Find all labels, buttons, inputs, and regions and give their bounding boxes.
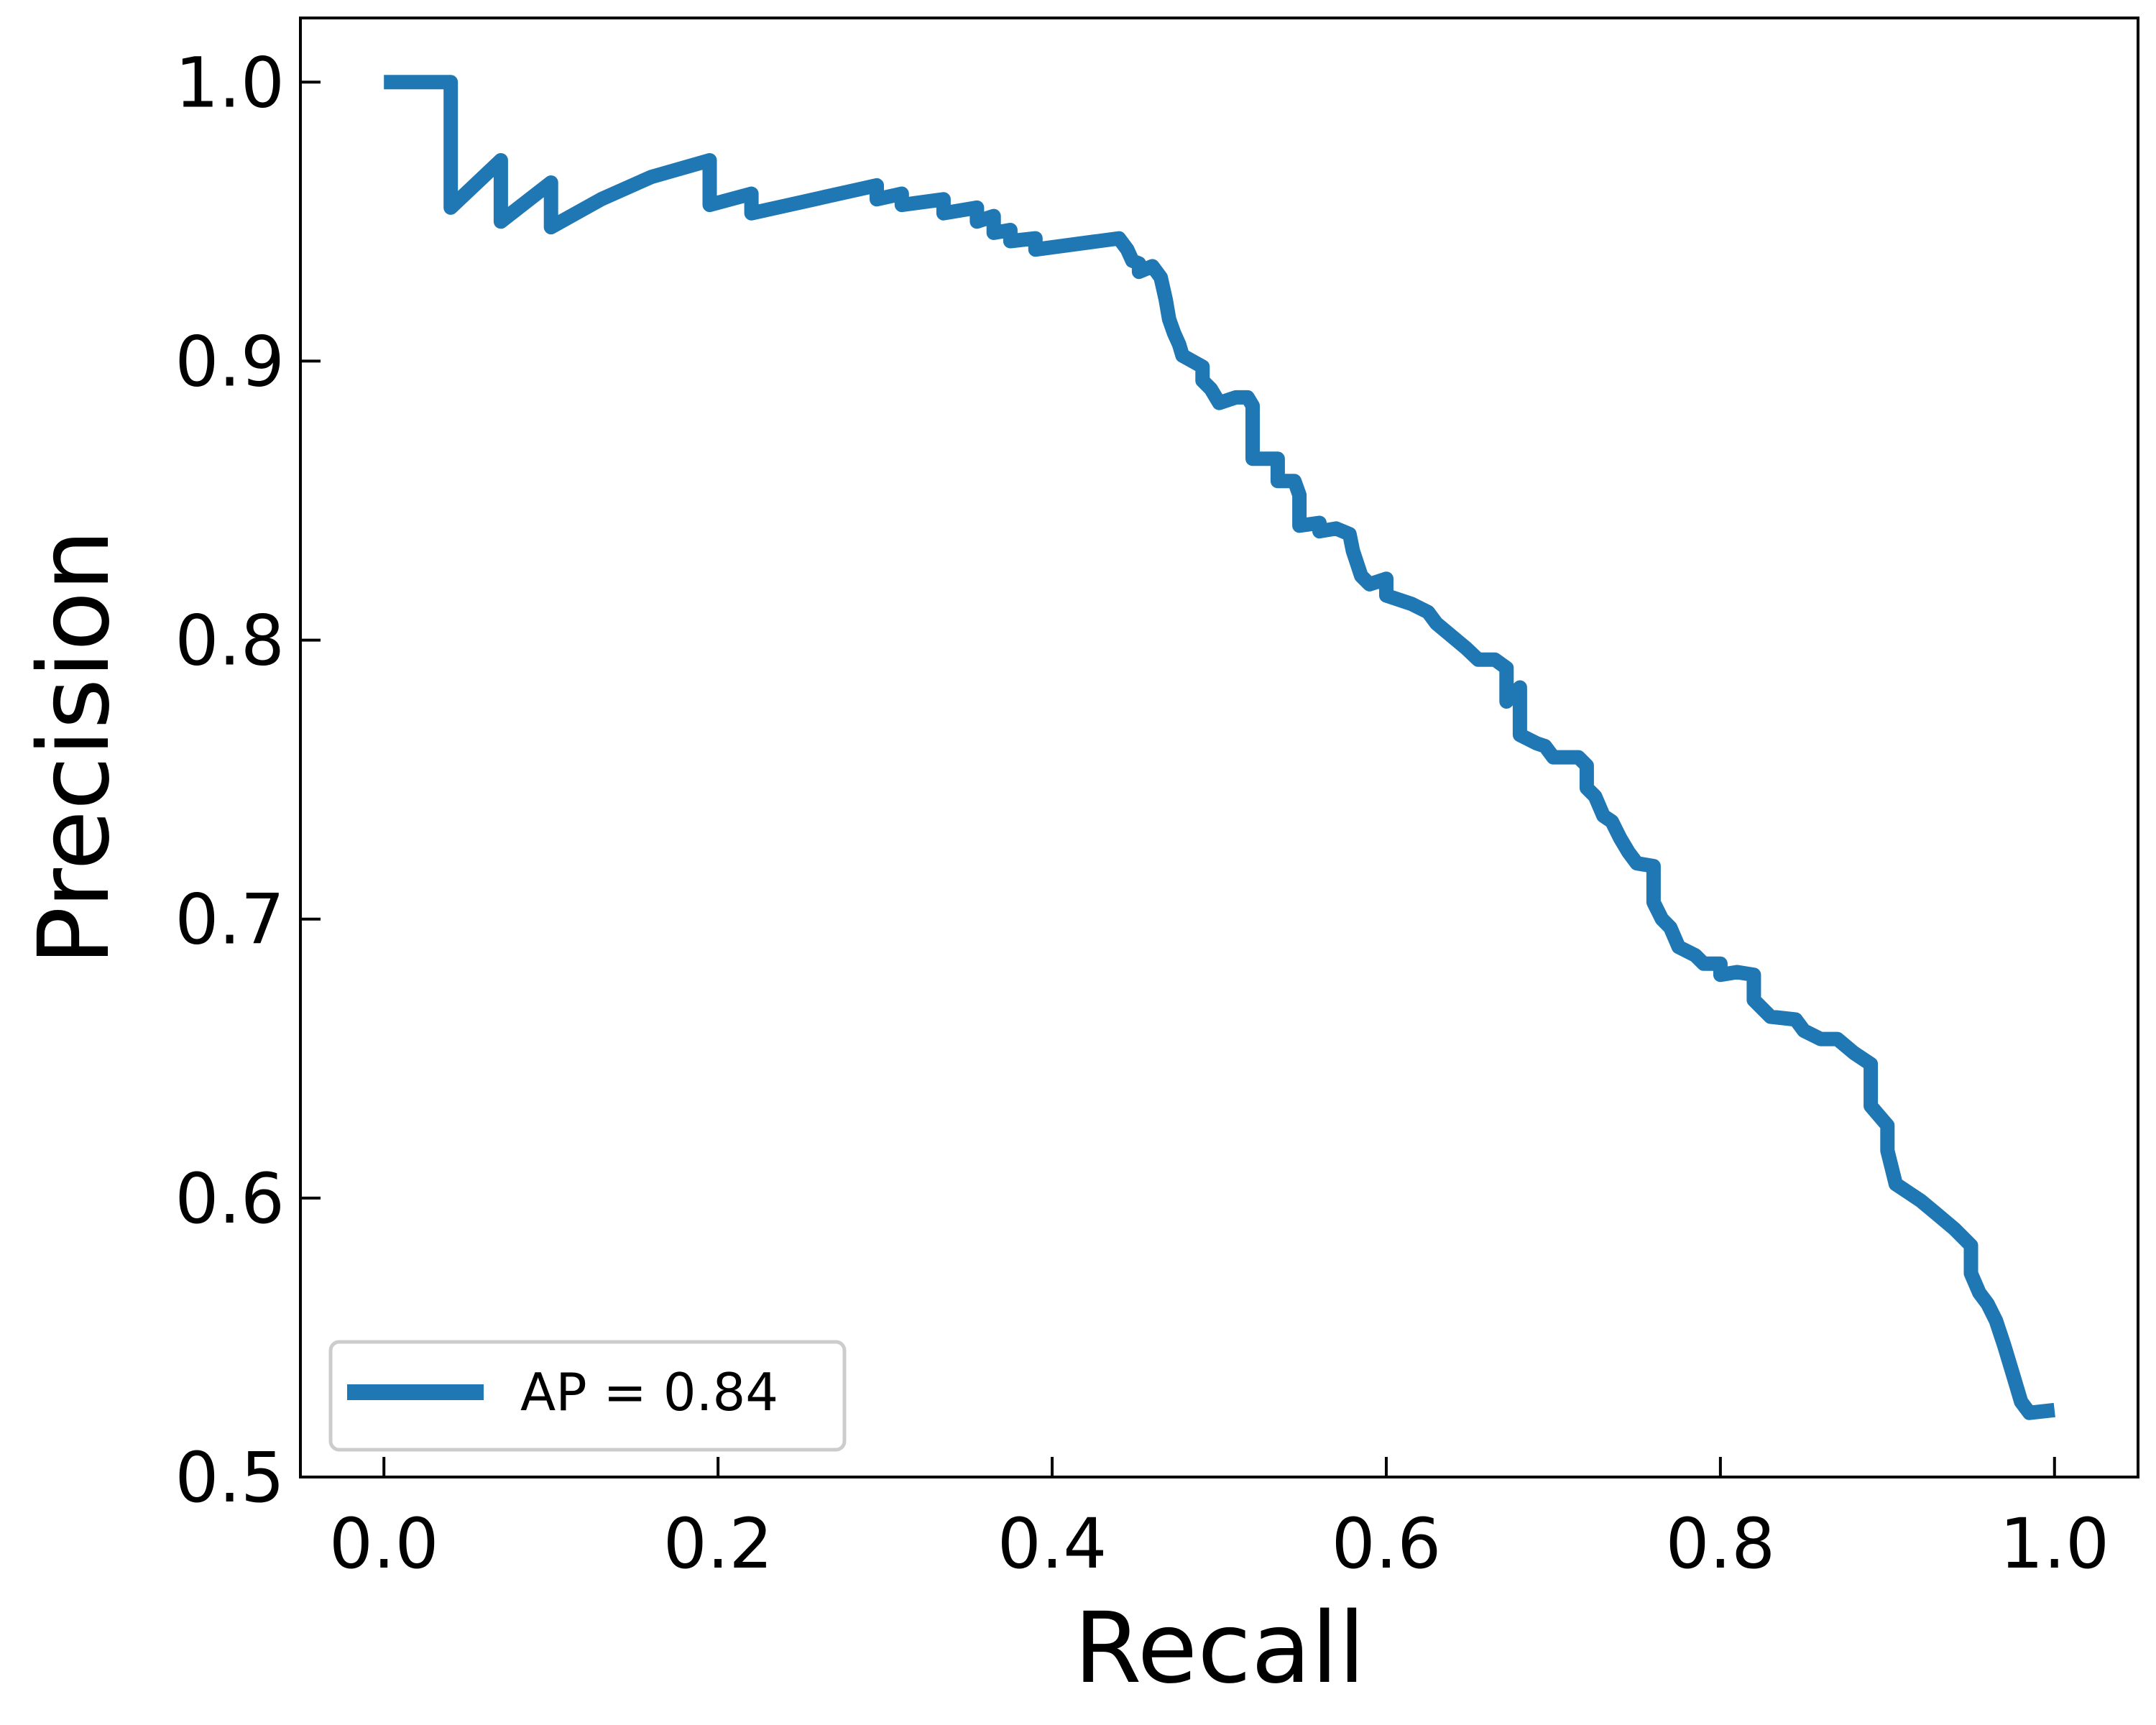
x-axis-ticks: 0.0 0.2 0.4 0.6 0.8 1.0	[329, 1457, 2109, 1584]
x-axis-title: Recall	[1074, 1592, 1365, 1706]
plot-frame	[299, 17, 2139, 1478]
y-tick-label: 0.6	[175, 1159, 285, 1239]
y-tick-label: 0.7	[175, 880, 285, 960]
x-tick-label: 1.0	[1999, 1504, 2109, 1584]
y-axis-ticks: 0.5 0.6 0.7 0.8 0.9 1.0	[175, 42, 321, 1518]
x-tick-label: 0.6	[1332, 1504, 1442, 1584]
pr-curve-line	[384, 75, 2055, 1420]
y-tick-label: 0.5	[175, 1438, 285, 1518]
x-tick-label: 0.0	[329, 1504, 439, 1584]
y-tick-label: 1.0	[175, 42, 285, 123]
legend-frame	[328, 1340, 847, 1452]
y-tick-label: 0.9	[175, 321, 285, 402]
series-layer	[384, 75, 2055, 1420]
legend: AP = 0.84	[328, 1340, 847, 1452]
x-tick-label: 0.4	[998, 1504, 1107, 1584]
x-tick-label: 0.2	[663, 1504, 773, 1584]
legend-label: AP = 0.84	[520, 1362, 778, 1422]
y-axis-title: Precision	[18, 530, 132, 966]
x-tick-label: 0.8	[1666, 1504, 1776, 1584]
y-tick-label: 0.8	[175, 601, 285, 681]
